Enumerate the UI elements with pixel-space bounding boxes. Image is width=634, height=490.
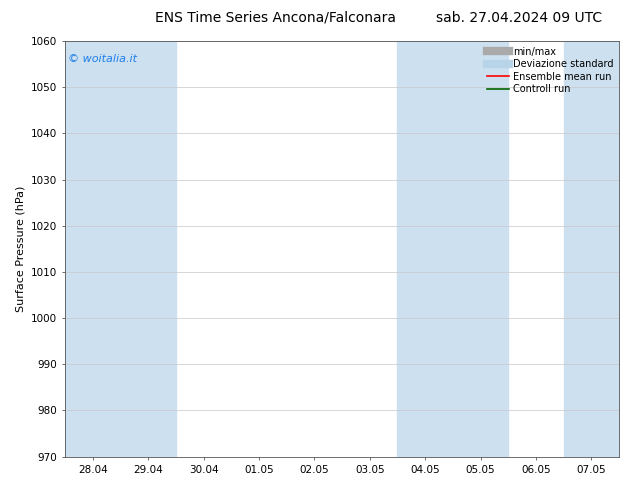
Text: sab. 27.04.2024 09 UTC: sab. 27.04.2024 09 UTC	[436, 11, 602, 25]
Text: ENS Time Series Ancona/Falconara: ENS Time Series Ancona/Falconara	[155, 11, 396, 25]
Text: © woitalia.it: © woitalia.it	[68, 53, 137, 64]
Bar	[453, 41, 508, 457]
Bar	[65, 41, 120, 457]
Legend: min/max, Deviazione standard, Ensemble mean run, Controll run: min/max, Deviazione standard, Ensemble m…	[484, 43, 617, 98]
Bar	[564, 41, 619, 457]
Bar	[120, 41, 176, 457]
Bar	[398, 41, 453, 457]
Y-axis label: Surface Pressure (hPa): Surface Pressure (hPa)	[15, 186, 25, 312]
